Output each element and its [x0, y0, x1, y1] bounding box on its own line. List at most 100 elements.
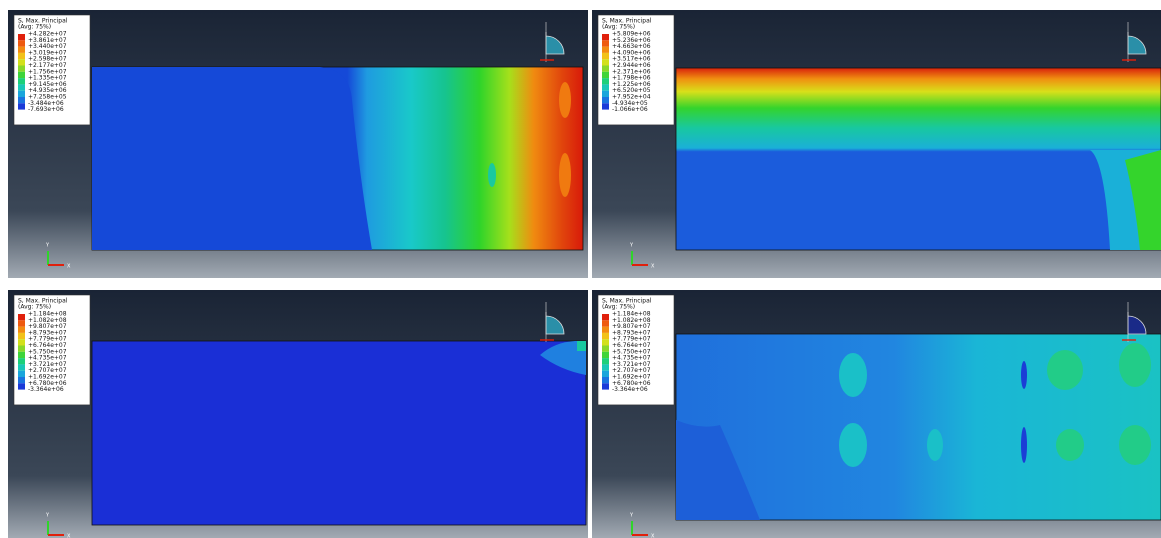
- legend-swatch: [18, 90, 25, 97]
- legend-title: S, Max. Principal: [602, 298, 652, 305]
- legend-box: [13, 14, 91, 126]
- legend-label: +3.721e+07: [612, 361, 651, 368]
- legend-label: +4.663e+06: [612, 43, 651, 50]
- legend-box: [13, 294, 91, 406]
- legend-swatch: [18, 332, 25, 340]
- legend-label: +4.735e+07: [28, 355, 67, 362]
- legend-swatch: [18, 364, 25, 371]
- legend-swatch: [18, 383, 25, 390]
- legend-label: +9.807e+07: [612, 323, 651, 330]
- legend-label: +1.082e+08: [28, 317, 67, 324]
- legend-label: +1.184e+08: [612, 311, 651, 318]
- view-icon: [1127, 32, 1147, 55]
- legend-swatch: [602, 332, 609, 340]
- legend-swatch: [602, 326, 609, 333]
- legend-swatch: [18, 78, 25, 85]
- legend-swatch: [18, 40, 25, 47]
- legend-swatch: [602, 59, 609, 66]
- triad-y-label: Y: [45, 243, 50, 249]
- legend-label: -3.364e+06: [612, 386, 648, 393]
- legend-swatch: [18, 65, 25, 72]
- legend-label: +6.780e+06: [28, 380, 67, 387]
- legend-swatch: [18, 314, 25, 321]
- legend-label: +8.793e+07: [612, 329, 651, 336]
- legend-swatch: [602, 377, 609, 384]
- triad-x-label: X: [67, 534, 71, 538]
- legend-title: S, Max. Principal: [18, 298, 68, 305]
- legend-subtitle: (Avg: 75%): [602, 304, 635, 311]
- triad-x-label: X: [651, 534, 655, 538]
- legend-label: +3.861e+07: [28, 37, 67, 44]
- legend-label: +6.520e+05: [612, 87, 651, 94]
- legend-title: S, Max. Principal: [602, 18, 652, 25]
- legend-label: -3.364e+06: [28, 386, 64, 393]
- legend-label: +3.517e+06: [612, 56, 651, 63]
- legend-swatch: [18, 345, 25, 352]
- legend-label: +1.692e+07: [28, 374, 67, 381]
- legend-swatch: [602, 34, 609, 41]
- legend-label: +5.750e+07: [28, 348, 67, 355]
- legend-label: +1.692e+07: [612, 374, 651, 381]
- triad-y-label: Y: [629, 243, 634, 249]
- legend-label: +2.707e+07: [28, 367, 67, 374]
- legend-label: -1.066e+06: [612, 106, 648, 113]
- triad-x-label: X: [651, 264, 655, 270]
- legend-label: +5.750e+07: [612, 348, 651, 355]
- legend-subtitle: (Avg: 75%): [18, 304, 51, 311]
- legend-swatch: [602, 84, 609, 91]
- legend-box: [597, 14, 675, 126]
- triad-y-label: Y: [45, 513, 50, 519]
- legend-label: +4.935e+06: [28, 87, 67, 94]
- legend-swatch: [18, 320, 25, 327]
- legend-label: +9.145e+06: [28, 81, 67, 88]
- legend-swatch: [602, 52, 609, 60]
- contour-plots: [91, 66, 1161, 526]
- legend-swatch: [18, 326, 25, 333]
- legend-swatch: [602, 46, 609, 53]
- legend-swatch: [602, 78, 609, 85]
- legend-label: +5.236e+06: [612, 37, 651, 44]
- legend-label: +3.440e+07: [28, 43, 67, 50]
- legend-label: +4.090e+06: [612, 49, 651, 56]
- legend-swatch: [602, 65, 609, 72]
- legend-swatch: [602, 40, 609, 47]
- legend-swatch: [18, 370, 25, 377]
- legend-box: [597, 294, 675, 406]
- legend-swatch: [18, 71, 25, 79]
- legend-subtitle: (Avg: 75%): [602, 24, 635, 31]
- legend-label: +3.019e+07: [28, 49, 67, 56]
- legend-label: +3.721e+07: [28, 361, 67, 368]
- legend-label: +7.258e+05: [28, 94, 67, 101]
- legend-label: +7.952e+04: [612, 94, 651, 101]
- legend-subtitle: (Avg: 75%): [18, 24, 51, 31]
- legend-swatch: [602, 370, 609, 377]
- triad-x-label: X: [67, 264, 71, 270]
- legend-swatch: [602, 314, 609, 321]
- legend-swatch: [602, 383, 609, 390]
- legend-swatch: [18, 358, 25, 365]
- view-icon: [545, 32, 565, 55]
- triad-y-label: Y: [629, 513, 634, 519]
- legend-label: +2.598e+07: [28, 56, 67, 63]
- legend-title: S, Max. Principal: [18, 18, 68, 25]
- legend-label: +7.779e+07: [612, 336, 651, 343]
- legend-swatch: [602, 90, 609, 97]
- legend-swatch: [18, 377, 25, 384]
- legend-label: +2.177e+07: [28, 62, 67, 69]
- legend-label: +4.735e+07: [612, 355, 651, 362]
- legend-label: +1.184e+08: [28, 311, 67, 318]
- legend-swatch: [18, 59, 25, 66]
- legend-swatch: [18, 339, 25, 346]
- legend-swatch: [18, 103, 25, 110]
- legend-label: +4.282e+07: [28, 31, 67, 38]
- legend-swatch: [602, 103, 609, 110]
- legend-swatch: [602, 97, 609, 104]
- legend-swatch: [602, 71, 609, 79]
- legend-label: -3.484e+06: [28, 100, 64, 107]
- legend-swatch: [602, 364, 609, 371]
- legend-label: +1.082e+08: [612, 317, 651, 324]
- legend-swatch: [602, 339, 609, 346]
- legend-swatch: [602, 351, 609, 359]
- legend-label: +6.764e+07: [612, 342, 651, 349]
